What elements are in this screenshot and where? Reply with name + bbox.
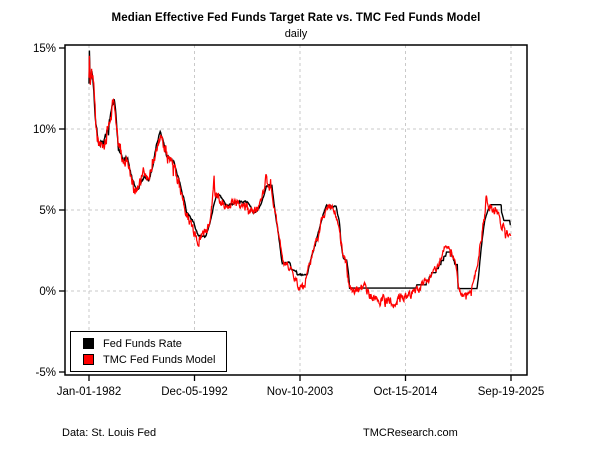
y-tick-label: 10% xyxy=(33,124,56,136)
legend: Fed Funds Rate TMC Fed Funds Model xyxy=(70,331,227,372)
website-note: TMCResearch.com xyxy=(363,427,458,439)
chart-subtitle: daily xyxy=(284,28,308,40)
legend-item-tmc-model: TMC Fed Funds Model xyxy=(83,353,226,366)
legend-label: Fed Funds Rate xyxy=(103,337,182,350)
tmc-model-line xyxy=(88,55,512,309)
y-tick-label: 15% xyxy=(33,43,56,55)
x-tick-label: Oct-15-2014 xyxy=(374,386,439,398)
x-tick-label: Jan-01-1982 xyxy=(57,386,122,398)
y-tick-label: -5% xyxy=(36,367,56,379)
plot-border xyxy=(64,44,528,376)
legend-item-fed-funds-rate: Fed Funds Rate xyxy=(83,337,226,350)
fed-funds-rate-line xyxy=(88,50,511,290)
data-source-note: Data: St. Louis Fed xyxy=(62,427,157,439)
x-tick-label: Sep-19-2025 xyxy=(478,386,545,398)
legend-label: TMC Fed Funds Model xyxy=(103,353,216,366)
x-tick-label: Dec-05-1992 xyxy=(161,386,227,398)
y-tick-label: 0% xyxy=(39,286,56,298)
y-tick-label: 5% xyxy=(39,205,56,217)
fed-funds-rate-swatch-icon xyxy=(83,338,94,349)
chart-title: Median Effective Fed Funds Target Rate v… xyxy=(111,12,481,24)
tmc-model-swatch-icon xyxy=(83,354,94,365)
x-tick-label: Nov-10-2003 xyxy=(267,386,333,398)
